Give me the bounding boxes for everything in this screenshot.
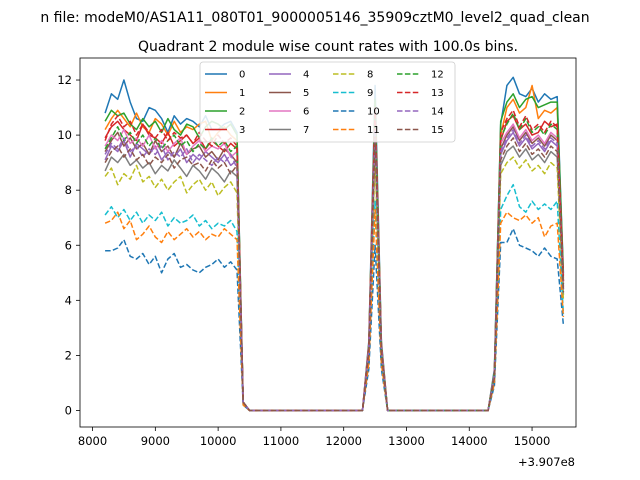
- x-tick-label: 10000: [200, 434, 237, 448]
- legend-label-4: 4: [303, 70, 309, 81]
- legend-label-10: 10: [367, 107, 380, 118]
- x-axis: 8000 9000 10000 11000 12000 13000 14000 15000: [78, 427, 550, 448]
- legend-label-7: 7: [303, 125, 309, 136]
- legend-label-5: 5: [303, 88, 309, 99]
- y-tick-label: 0: [65, 403, 72, 417]
- series-line-11: [104, 208, 565, 412]
- y-tick-label: 6: [65, 238, 72, 252]
- series-line-10: [105, 227, 565, 412]
- legend-label-8: 8: [367, 70, 373, 81]
- legend-label-3: 3: [239, 125, 245, 136]
- legend-label-15: 15: [431, 125, 444, 136]
- chart-suptitle: n file: modeM0/AS1A11_080T01_9000005146_…: [40, 10, 589, 26]
- series-line-12: [104, 112, 565, 412]
- plot-frame: [79, 57, 577, 428]
- x-tick-label: 12000: [325, 434, 362, 448]
- series-line-9: [104, 183, 565, 412]
- series-line-15: [104, 137, 565, 412]
- legend-label-13: 13: [431, 88, 444, 99]
- x-tick-label: 14000: [451, 434, 488, 448]
- x-tick-label: 9000: [141, 434, 170, 448]
- y-tick-label: 2: [65, 348, 72, 362]
- legend-label-9: 9: [367, 88, 373, 99]
- chart-title: Quadrant 2 module wise count rates with …: [138, 39, 518, 55]
- y-tick-label: 10: [57, 128, 72, 142]
- legend-label-11: 11: [367, 125, 380, 136]
- legend-label-1: 1: [239, 88, 245, 99]
- series-line-8: [104, 156, 565, 412]
- legend-label-2: 2: [239, 107, 245, 118]
- y-tick-label: 4: [65, 293, 72, 307]
- x-tick-label: 15000: [514, 434, 551, 448]
- y-axis: 0 2 4 6 8 10 12: [57, 73, 80, 417]
- legend-box: [199, 61, 456, 143]
- x-tick-label: 13000: [388, 434, 425, 448]
- legend-label-6: 6: [303, 107, 309, 118]
- x-tick-label: 8000: [78, 434, 107, 448]
- x-tick-label: 11000: [263, 434, 300, 448]
- legend-label-14: 14: [431, 107, 444, 118]
- y-tick-label: 12: [57, 73, 72, 87]
- x-offset-label: +3.907e8: [518, 455, 575, 469]
- series-line-14: [104, 128, 565, 412]
- plot-area: [79, 57, 577, 428]
- y-tick-label: 8: [65, 183, 72, 197]
- series-line-13: [104, 106, 565, 412]
- legend-label-0: 0: [239, 70, 245, 81]
- legend-label-12: 12: [431, 70, 444, 81]
